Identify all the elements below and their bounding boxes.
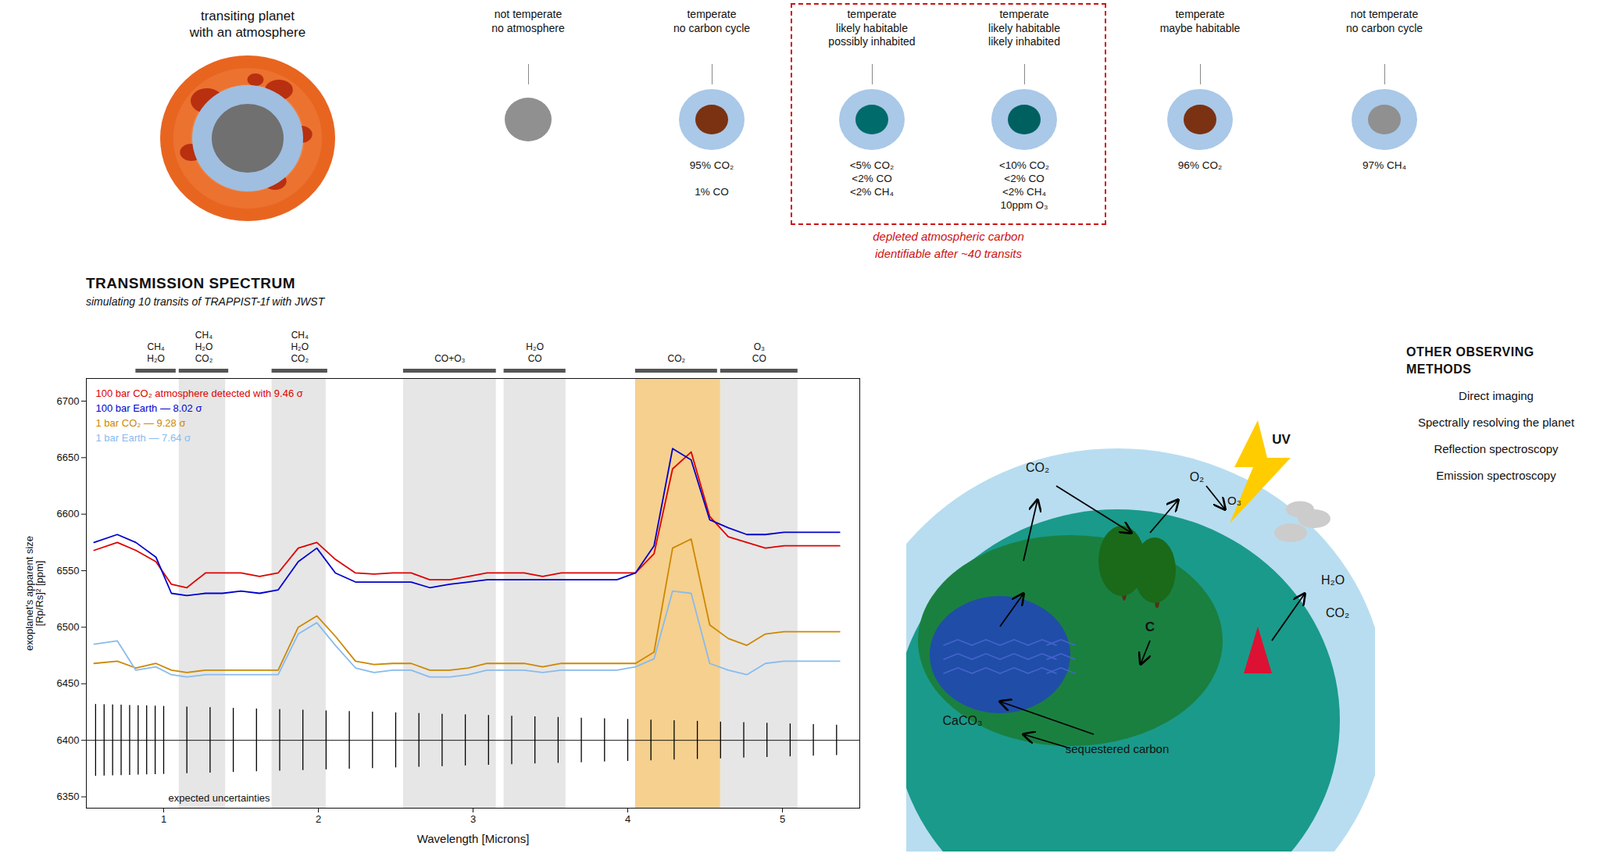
html-text:temperate likely habitable lik: temperate likely habitable likely inhabi… bbox=[988, 7, 1061, 48]
svg-text:CO₂: CO₂ bbox=[290, 353, 309, 365]
svg-text:3: 3 bbox=[470, 813, 476, 825]
html-text:<5% CO₂ <2% CO <2% CH₄: <5% CO₂ <2% CO <2% CH₄ bbox=[849, 159, 894, 198]
html-text:temperate no carbon cycle: temperate no carbon cycle bbox=[673, 7, 750, 34]
svg-text:CO: CO bbox=[528, 353, 543, 365]
svg-text:H₂O: H₂O bbox=[525, 341, 544, 353]
svg-text:H₂O: H₂O bbox=[1321, 573, 1345, 587]
svg-text:CO₂: CO₂ bbox=[1325, 606, 1350, 620]
html-text:97% CH₄: 97% CH₄ bbox=[1362, 159, 1407, 172]
svg-text:1 bar Earth — 7.64 σ: 1 bar Earth — 7.64 σ bbox=[96, 432, 191, 444]
html-text:Spectrally resolving the plane: Spectrally resolving the planet bbox=[1417, 415, 1575, 429]
svg-text:2: 2 bbox=[315, 813, 322, 825]
svg-text:CO₂: CO₂ bbox=[1025, 460, 1050, 475]
html-text:95% CO₂ 1% CO: 95% CO₂ 1% CO bbox=[689, 159, 734, 198]
svg-text:100 bar Earth — 8.02 σ: 100 bar Earth — 8.02 σ bbox=[96, 402, 203, 415]
html-text:TRANSMISSION SPECTRUM: TRANSMISSION SPECTRUM bbox=[85, 275, 296, 292]
svg-text:4: 4 bbox=[625, 813, 631, 825]
html-text:depleted atmospheric carbon: depleted atmospheric carbon bbox=[872, 229, 1024, 243]
svg-text:sequestered carbon: sequestered carbon bbox=[1065, 742, 1170, 756]
svg-text:CO+O₃: CO+O₃ bbox=[434, 353, 465, 365]
svg-text:O₃: O₃ bbox=[1227, 493, 1242, 508]
svg-text:C: C bbox=[1145, 619, 1155, 635]
svg-text:6400: 6400 bbox=[57, 734, 80, 747]
html-text:not temperate no atmosphere: not temperate no atmosphere bbox=[491, 7, 565, 34]
svg-text:1 bar CO₂ — 9.28 σ: 1 bar CO₂ — 9.28 σ bbox=[96, 417, 186, 429]
svg-text:6600: 6600 bbox=[57, 507, 80, 520]
svg-text:H₂O: H₂O bbox=[195, 341, 214, 353]
svg-text:CH₄: CH₄ bbox=[195, 329, 213, 341]
svg-text:6650: 6650 bbox=[57, 451, 80, 464]
html-text:OTHER OBSERVING METHODS: OTHER OBSERVING METHODS bbox=[1406, 345, 1535, 376]
html-text:temperate maybe habitable: temperate maybe habitable bbox=[1159, 7, 1241, 34]
svg-text:CaCO₃: CaCO₃ bbox=[942, 714, 983, 728]
svg-text:O₃: O₃ bbox=[753, 341, 765, 353]
svg-text:6500: 6500 bbox=[57, 621, 80, 633]
svg-text:CO: CO bbox=[752, 353, 767, 365]
svg-text:CO₂: CO₂ bbox=[667, 353, 686, 365]
svg-text:6700: 6700 bbox=[57, 395, 80, 408]
svg-text:6450: 6450 bbox=[57, 677, 80, 690]
html-text:transiting planet with an atmo: transiting planet with an atmosphere bbox=[189, 8, 306, 41]
html-text:temperate likely habitable pos: temperate likely habitable possibly inha… bbox=[828, 7, 916, 48]
svg-text:O₂: O₂ bbox=[1189, 470, 1205, 484]
svg-text:Wavelength [Microns]: Wavelength [Microns] bbox=[417, 832, 530, 846]
html-text:Emission spectroscopy: Emission spectroscopy bbox=[1436, 468, 1557, 483]
html-text:96% CO₂: 96% CO₂ bbox=[1178, 159, 1222, 172]
html-text:not temperate no carbon cycle: not temperate no carbon cycle bbox=[1346, 7, 1423, 34]
svg-text:UV: UV bbox=[1271, 432, 1291, 447]
svg-text:6350: 6350 bbox=[57, 790, 80, 803]
svg-text:CO₂: CO₂ bbox=[195, 353, 214, 365]
svg-text:H₂O: H₂O bbox=[290, 341, 309, 353]
svg-text:100 bar CO₂ atmosphere detecte: 100 bar CO₂ atmosphere detected with 9.4… bbox=[96, 387, 304, 400]
html-text:simulating 10 transits of TRAP: simulating 10 transits of TRAPPIST-1f wi… bbox=[85, 295, 325, 308]
svg-text:H₂O: H₂O bbox=[146, 353, 165, 365]
svg-text:expected uncertainties: expected uncertainties bbox=[167, 792, 271, 804]
html-text:<10% CO₂ <2% CO <2% CH₄ 10ppm: <10% CO₂ <2% CO <2% CH₄ 10ppm O₃ bbox=[999, 159, 1050, 211]
svg-text:CH₄: CH₄ bbox=[291, 329, 309, 341]
svg-text:exoplanet's apparent size[Rp/R: exoplanet's apparent size[Rp/Rs]² [ppm] bbox=[23, 535, 46, 651]
html-text:Reflection spectroscopy: Reflection spectroscopy bbox=[1433, 442, 1559, 456]
html-text:identifiable after ~40 transit: identifiable after ~40 transits bbox=[875, 246, 1022, 261]
svg-text:CH₄: CH₄ bbox=[146, 341, 165, 353]
svg-text:6550: 6550 bbox=[57, 564, 80, 577]
html-text:Direct imaging: Direct imaging bbox=[1458, 389, 1534, 403]
svg-text:1: 1 bbox=[160, 813, 167, 825]
svg-text:5: 5 bbox=[779, 813, 786, 825]
